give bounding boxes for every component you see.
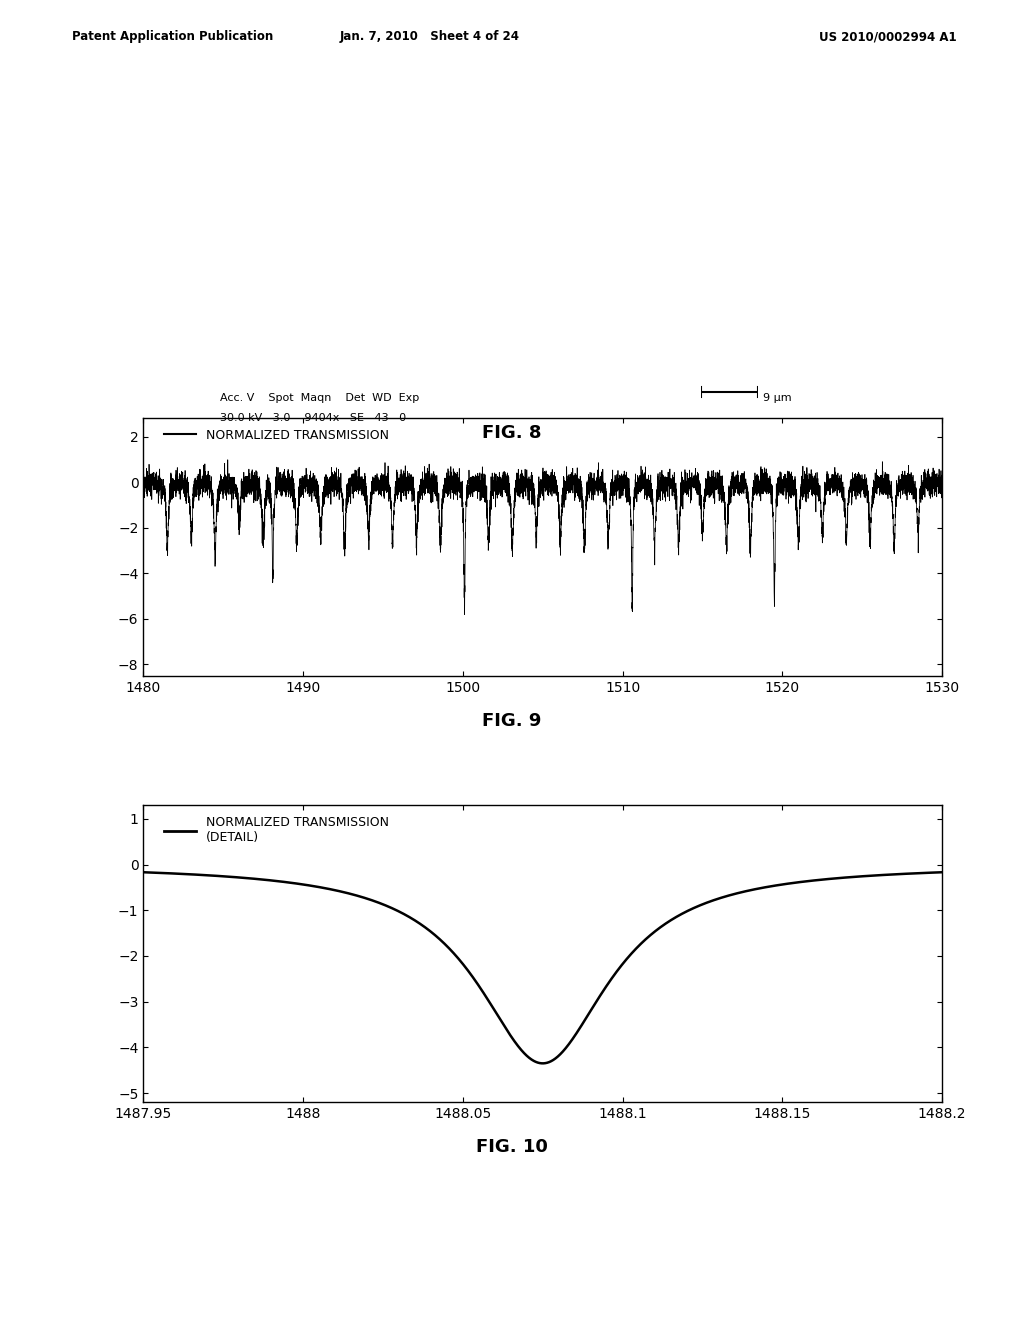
Text: Jan. 7, 2010   Sheet 4 of 24: Jan. 7, 2010 Sheet 4 of 24: [340, 30, 520, 44]
Text: FIG. 9: FIG. 9: [482, 711, 542, 730]
Text: Patent Application Publication: Patent Application Publication: [72, 30, 273, 44]
Legend: NORMALIZED TRANSMISSION: NORMALIZED TRANSMISSION: [160, 424, 393, 446]
Legend: NORMALIZED TRANSMISSION
(DETAIL): NORMALIZED TRANSMISSION (DETAIL): [160, 810, 393, 849]
Text: 9 μm: 9 μm: [763, 393, 792, 404]
Text: 30.0 kV   3.0    9404x   SE   43   0: 30.0 kV 3.0 9404x SE 43 0: [220, 413, 407, 424]
Text: US 2010/0002994 A1: US 2010/0002994 A1: [819, 30, 956, 44]
Text: FIG. 8: FIG. 8: [482, 424, 542, 442]
Text: FIG. 10: FIG. 10: [476, 1138, 548, 1156]
Text: Acc. V    Spot  Maqn    Det  WD  Exp: Acc. V Spot Maqn Det WD Exp: [220, 393, 420, 404]
